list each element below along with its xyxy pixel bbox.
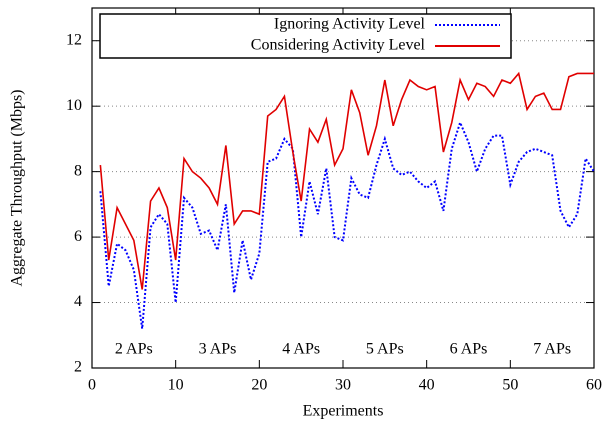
annotation: 2 APs — [115, 341, 153, 358]
y-tick-label: 12 — [66, 31, 82, 48]
series-line — [99, 71, 594, 290]
x-tick-label: 60 — [586, 377, 602, 394]
legend-label: Considering Activity Level — [251, 37, 426, 54]
y-tick-label: 10 — [66, 97, 82, 114]
plot-frame — [91, 7, 595, 369]
y-tick-label: 6 — [74, 228, 82, 245]
y-tick-label: 4 — [74, 293, 82, 310]
x-tick-label: 20 — [251, 377, 267, 394]
series-line — [99, 119, 595, 329]
y-axis-label: Aggregate Throughput (Mbps) — [9, 90, 26, 287]
annotation: 7 APs — [533, 341, 571, 358]
x-tick-label: 10 — [168, 377, 184, 394]
y-tick-label: 2 — [74, 359, 82, 376]
annotation: 3 APs — [199, 341, 237, 358]
annotation: 6 APs — [450, 341, 488, 358]
x-axis-label: Experiments — [303, 403, 384, 420]
annotation: 5 APs — [366, 341, 404, 358]
legend-box — [99, 13, 512, 59]
annotation: 4 APs — [282, 341, 320, 358]
x-tick-label: 30 — [335, 377, 351, 394]
y-tick-label: 8 — [74, 162, 82, 179]
x-tick-label: 40 — [419, 377, 435, 394]
x-tick-label: 0 — [88, 377, 96, 394]
legend-label: Ignoring Activity Level — [274, 16, 426, 33]
x-tick-label: 50 — [502, 377, 518, 394]
